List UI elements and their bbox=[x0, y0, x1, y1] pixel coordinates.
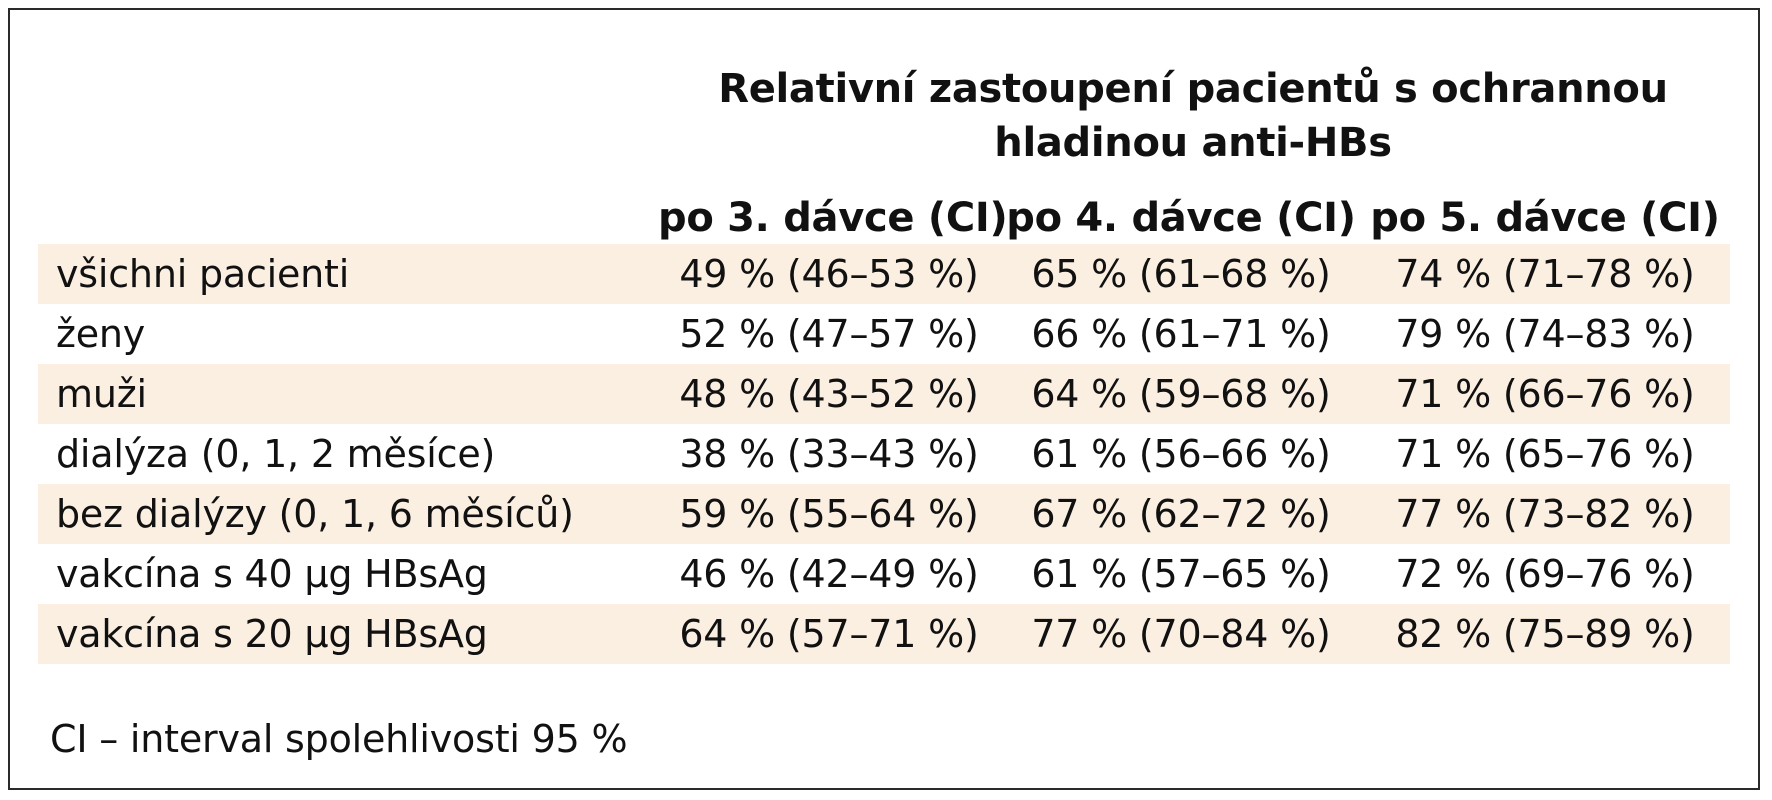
cell-dose-3: 64 % (57–71 %) bbox=[679, 612, 979, 656]
group-header: Relativní zastoupení pacientů s ochranno… bbox=[718, 66, 1668, 166]
table-row: dialýza (0, 1, 2 měsíce) 38 % (33–43 %) … bbox=[38, 424, 1730, 484]
cell-dose-4: 61 % (57–65 %) bbox=[1031, 552, 1331, 596]
column-header-dose-5: po 5. dávce (CI) bbox=[1370, 195, 1720, 241]
row-label: bez dialýzy (0, 1, 6 měsíců) bbox=[56, 492, 574, 536]
cell-dose-3: 48 % (43–52 %) bbox=[679, 372, 979, 416]
cell-dose-4: 65 % (61–68 %) bbox=[1031, 252, 1331, 296]
footnote: CI – interval spolehlivosti 95 % bbox=[50, 717, 628, 761]
row-label: ženy bbox=[56, 312, 146, 356]
cell-dose-3: 38 % (33–43 %) bbox=[679, 432, 979, 476]
table-row: vakcína s 40 µg HBsAg 46 % (42–49 %) 61 … bbox=[38, 544, 1730, 604]
cell-dose-5: 77 % (73–82 %) bbox=[1395, 492, 1695, 536]
table-row: všichni pacienti 49 % (46–53 %) 65 % (61… bbox=[38, 244, 1730, 304]
table-frame: Relativní zastoupení pacientů s ochranno… bbox=[8, 8, 1760, 790]
cell-dose-5: 71 % (66–76 %) bbox=[1395, 372, 1695, 416]
table-body: všichni pacienti 49 % (46–53 %) 65 % (61… bbox=[38, 244, 1730, 664]
cell-dose-4: 64 % (59–68 %) bbox=[1031, 372, 1331, 416]
cell-dose-3: 49 % (46–53 %) bbox=[679, 252, 979, 296]
column-header-dose-4: po 4. dávce (CI) bbox=[1006, 195, 1356, 241]
cell-dose-5: 72 % (69–76 %) bbox=[1395, 552, 1695, 596]
cell-dose-5: 82 % (75–89 %) bbox=[1395, 612, 1695, 656]
column-headers: po 3. dávce (CI) po 4. dávce (CI) po 5. … bbox=[658, 188, 1728, 248]
table-row: bez dialýzy (0, 1, 6 měsíců) 59 % (55–64… bbox=[38, 484, 1730, 544]
table-row: vakcína s 20 µg HBsAg 64 % (57–71 %) 77 … bbox=[38, 604, 1730, 664]
cell-dose-4: 67 % (62–72 %) bbox=[1031, 492, 1331, 536]
row-label: vakcína s 20 µg HBsAg bbox=[56, 612, 488, 656]
cell-dose-3: 46 % (42–49 %) bbox=[679, 552, 979, 596]
cell-dose-5: 79 % (74–83 %) bbox=[1395, 312, 1695, 356]
cell-dose-4: 66 % (61–71 %) bbox=[1031, 312, 1331, 356]
cell-dose-5: 74 % (71–78 %) bbox=[1395, 252, 1695, 296]
row-label: dialýza (0, 1, 2 měsíce) bbox=[56, 432, 496, 476]
row-label: vakcína s 40 µg HBsAg bbox=[56, 552, 488, 596]
cell-dose-5: 71 % (65–76 %) bbox=[1395, 432, 1695, 476]
row-label: všichni pacienti bbox=[56, 252, 350, 296]
cell-dose-3: 59 % (55–64 %) bbox=[679, 492, 979, 536]
cell-dose-4: 61 % (56–66 %) bbox=[1031, 432, 1331, 476]
column-header-dose-3: po 3. dávce (CI) bbox=[658, 195, 1008, 241]
row-label: muži bbox=[56, 372, 147, 416]
table-row: muži 48 % (43–52 %) 64 % (59–68 %) 71 % … bbox=[38, 364, 1730, 424]
table-row: ženy 52 % (47–57 %) 66 % (61–71 %) 79 % … bbox=[38, 304, 1730, 364]
cell-dose-4: 77 % (70–84 %) bbox=[1031, 612, 1331, 656]
cell-dose-3: 52 % (47–57 %) bbox=[679, 312, 979, 356]
